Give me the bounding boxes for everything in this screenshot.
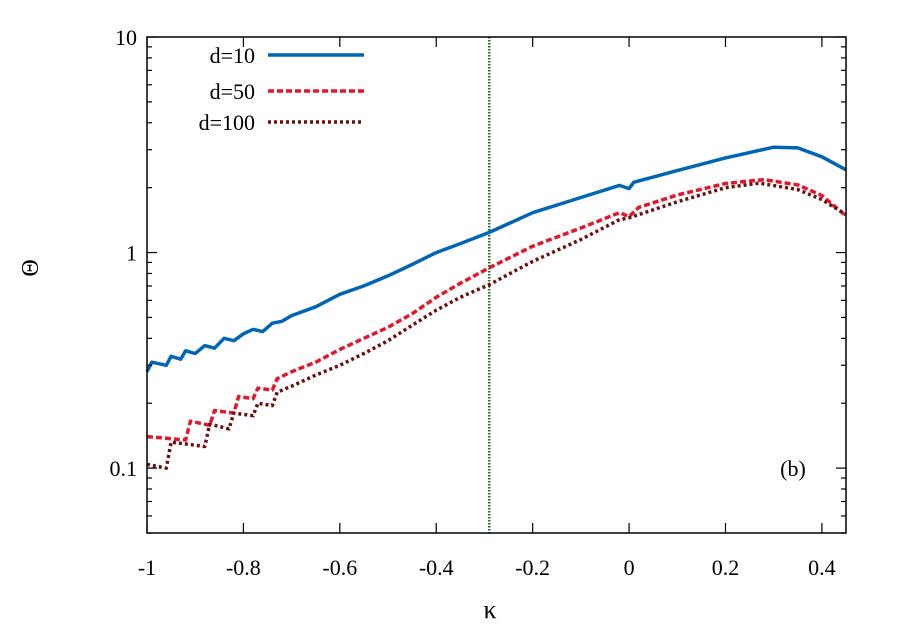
x-tick-label: 0.2 [712,555,740,580]
x-tick-label: -0.8 [226,555,261,580]
y-tick-label: 10 [115,25,137,50]
panel-annotation: (b) [780,456,806,481]
x-tick-label: -1 [138,555,156,580]
series-line-d-100 [146,181,847,470]
series-line-d-10 [145,145,847,373]
y-axis-label: Θ [18,259,44,276]
legend-label: d=100 [199,110,255,135]
x-tick-label: 0 [624,555,635,580]
y-tick-label: 0.1 [110,456,138,481]
plot-frame [146,36,847,534]
x-tick-label: -0.6 [322,555,357,580]
axis-ticks: -1 -0.8 -0.6 -0.4 -0.2 0 0.2 0.4 0.1 1 10 [110,25,846,580]
x-axis-label: κ [483,595,496,624]
series-line-d-50 [146,177,848,442]
y-tick-label: 1 [126,241,137,266]
x-tick-label: -0.2 [515,555,550,580]
legend-label: d=10 [210,43,255,68]
legend-label: d=50 [210,79,255,104]
legend: d=10 d=50 d=100 [199,43,364,135]
x-tick-label: 0.4 [808,555,836,580]
x-tick-label: -0.4 [419,555,454,580]
plot-marks [145,37,848,533]
